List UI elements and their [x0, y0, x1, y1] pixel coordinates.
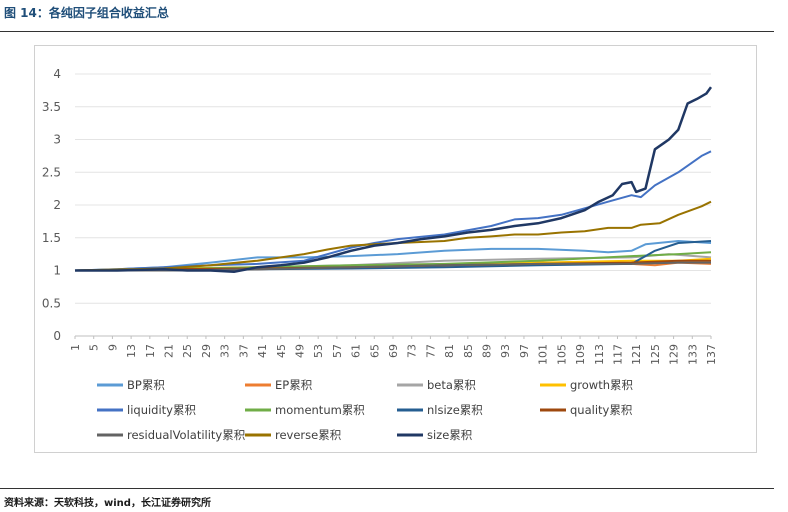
axis-layer: 00.511.522.533.541 5 9 13 17 21 25 29 33 37 41 45 49… — [42, 67, 718, 365]
x-tick-label: 93 — [499, 344, 512, 358]
grid-layer — [75, 73, 711, 337]
legend-label: EP累积 — [275, 378, 313, 392]
x-tick-label: 121 — [630, 344, 643, 365]
x-tick-label: 61 — [350, 344, 363, 358]
line-chart: 00.511.522.533.541 5 9 13 17 21 25 29 33 37 41 45 49… — [42, 67, 718, 442]
y-tick-label: 1 — [53, 264, 61, 278]
legend-label: growth累积 — [570, 378, 634, 392]
y-tick-label: 3.5 — [42, 100, 61, 114]
y-tick-label: 2 — [53, 198, 61, 212]
x-tick-label: 137 — [705, 344, 718, 365]
x-tick-label: 77 — [424, 344, 437, 358]
x-tick-label: 97 — [518, 344, 531, 358]
y-tick-label: 2.5 — [42, 165, 61, 179]
series-line-reverse累积 — [74, 200, 712, 272]
legend-label: BP累积 — [127, 378, 165, 392]
top-divider — [0, 31, 774, 32]
y-tick-label: 1.5 — [42, 231, 61, 245]
x-tick-label: 69 — [387, 344, 400, 358]
x-tick-label: 17 — [144, 344, 157, 358]
series-line-BP累积 — [74, 240, 712, 272]
x-tick-label: 125 — [649, 344, 662, 365]
chart-container: 0 0.5 1 1.5 2 2.5 3 3.5 4 1 5 9 13 17 21 25 29 33 37 41 45 49… — [34, 45, 757, 453]
x-tick-label: 9 — [106, 344, 119, 351]
x-tick-label: 13 — [125, 344, 138, 358]
series-layer — [74, 86, 713, 274]
x-tick-label: 53 — [312, 344, 325, 358]
x-tick-label: 85 — [462, 344, 475, 358]
y-tick-label: 4 — [53, 67, 61, 81]
x-tick-label: 1 — [69, 344, 82, 351]
x-tick-label: 73 — [406, 344, 419, 358]
legend-label: liquidity累积 — [127, 403, 196, 417]
series-line-size累积 — [75, 86, 713, 274]
x-tick-label: 105 — [555, 344, 568, 365]
bottom-divider — [0, 488, 774, 489]
source-note: 资料来源：天软科技，wind，长江证券研究所 — [4, 498, 211, 509]
x-tick-label: 65 — [368, 344, 381, 358]
x-tick-label: 117 — [611, 344, 624, 365]
x-tick-label: 133 — [686, 344, 699, 365]
series-line-liquidity累积 — [74, 150, 712, 272]
legend: BP累积 EP累积 beta累积 growth累积 liquidity累积 momentu… — [97, 378, 634, 442]
x-tick-label: 25 — [181, 344, 194, 358]
x-tick-label: 101 — [537, 344, 550, 365]
x-tick-label: 113 — [593, 344, 606, 365]
x-tick-label: 109 — [574, 344, 587, 365]
y-tick-label: 0.5 — [42, 296, 61, 310]
x-tick-label: 89 — [481, 344, 494, 358]
x-tick-label: 33 — [219, 344, 232, 358]
x-tick-label: 37 — [237, 344, 250, 358]
legend-label: reverse累积 — [275, 428, 342, 442]
x-tick-label: 45 — [275, 344, 288, 358]
x-tick-label: 81 — [443, 344, 456, 358]
x-tick-label: 57 — [331, 344, 344, 358]
x-tick-label: 129 — [668, 344, 681, 365]
legend-label: quality累积 — [570, 403, 633, 417]
figure-title: 图 14：各纯因子组合收益汇总 — [4, 6, 169, 20]
legend-label: size累积 — [427, 428, 473, 442]
x-tick-label: 29 — [200, 344, 213, 358]
legend-label: momentum累积 — [275, 403, 365, 417]
x-tick-label: 21 — [163, 344, 176, 358]
x-tick-label: 5 — [88, 344, 101, 351]
x-tick-label: 41 — [256, 344, 269, 358]
x-tick-label: 49 — [293, 344, 306, 358]
legend-label: beta累积 — [427, 378, 476, 392]
legend-label: residualVolatility累积 — [127, 428, 246, 442]
y-tick-label: 0 — [53, 329, 61, 343]
y-tick-label: 3 — [53, 133, 61, 147]
legend-label: nlsize累积 — [427, 403, 483, 417]
